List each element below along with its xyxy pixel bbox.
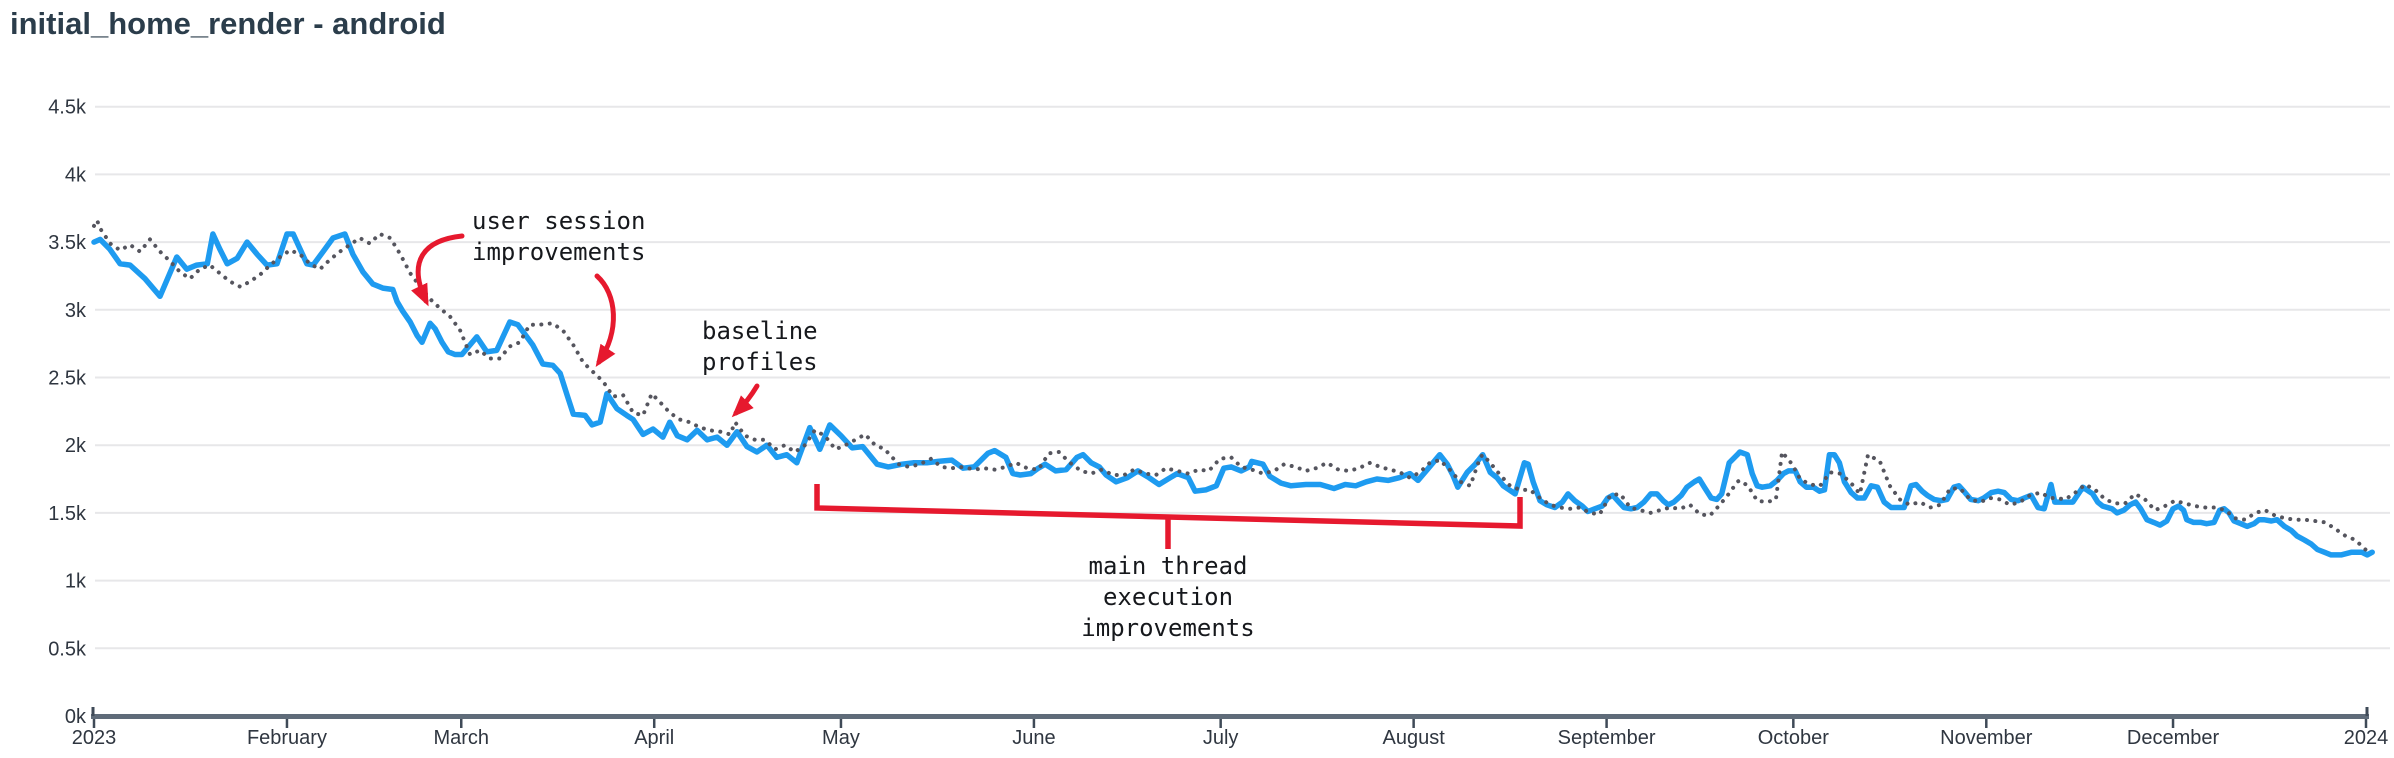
annotation-arrows bbox=[411, 233, 760, 418]
annotation-bracket bbox=[814, 484, 1523, 549]
series-line-dotted-gray[interactable] bbox=[92, 218, 2373, 557]
x-tick-label: September bbox=[1558, 727, 1656, 749]
x-axis-ticks bbox=[92, 719, 2368, 728]
y-tick-label: 1k bbox=[65, 571, 87, 593]
annotation-line: improvements bbox=[1081, 614, 1255, 642]
y-tick-label: 3.5k bbox=[48, 232, 87, 254]
y-tick-label: 0k bbox=[65, 706, 87, 728]
red-arrow-icon bbox=[594, 273, 616, 367]
page-title: initial_home_render - android bbox=[10, 6, 446, 41]
annotation-line: baseline bbox=[702, 317, 818, 345]
red-arrow-icon bbox=[411, 233, 465, 307]
annotation-line: profiles bbox=[702, 348, 818, 376]
x-tick-label: February bbox=[247, 727, 327, 749]
x-tick-label: June bbox=[1012, 727, 1055, 749]
y-tick-label: 0.5k bbox=[48, 638, 87, 660]
x-tick-label: October bbox=[1758, 727, 1829, 749]
y-tick-label: 2k bbox=[65, 435, 87, 457]
y-tick-label: 3k bbox=[65, 300, 87, 322]
y-tick-label: 4.5k bbox=[48, 97, 87, 119]
x-tick-label: December bbox=[2127, 727, 2220, 749]
x-axis-labels: 2023 February March April May June July August S… bbox=[72, 727, 2389, 749]
x-tick-label: August bbox=[1382, 727, 1445, 749]
y-tick-label: 4k bbox=[65, 164, 87, 186]
x-tick-label: July bbox=[1203, 727, 1239, 749]
annotation-user-session: user session improvements bbox=[472, 206, 645, 268]
annotation-line: improvements bbox=[472, 238, 646, 266]
y-tick-label: 2.5k bbox=[48, 368, 87, 390]
x-tick-label: April bbox=[634, 727, 674, 749]
gridlines bbox=[95, 105, 2390, 650]
y-axis-labels: 0k 0.5k 1k 1.5k 2k 2.5k 3k 3.5k 4k 4.5k bbox=[48, 97, 87, 728]
y-tick-label: 1.5k bbox=[48, 503, 87, 525]
x-tick-label: 2024 bbox=[2344, 727, 2389, 749]
x-tick-label: May bbox=[822, 727, 860, 749]
x-tick-label: November bbox=[1940, 727, 2033, 749]
annotation-main-thread: main thread execution improvements bbox=[1081, 551, 1254, 644]
x-tick-label: 2023 bbox=[72, 727, 117, 749]
red-arrow-icon bbox=[731, 383, 760, 418]
annotation-line: execution bbox=[1102, 583, 1234, 611]
annotation-line: user session bbox=[472, 207, 646, 235]
annotation-line: main thread bbox=[1088, 552, 1248, 580]
x-axis bbox=[91, 707, 2369, 719]
x-tick-label: March bbox=[433, 727, 489, 749]
annotation-baseline-profiles: baseline profiles bbox=[702, 316, 818, 378]
series-line-solid-blue[interactable] bbox=[91, 231, 2375, 558]
